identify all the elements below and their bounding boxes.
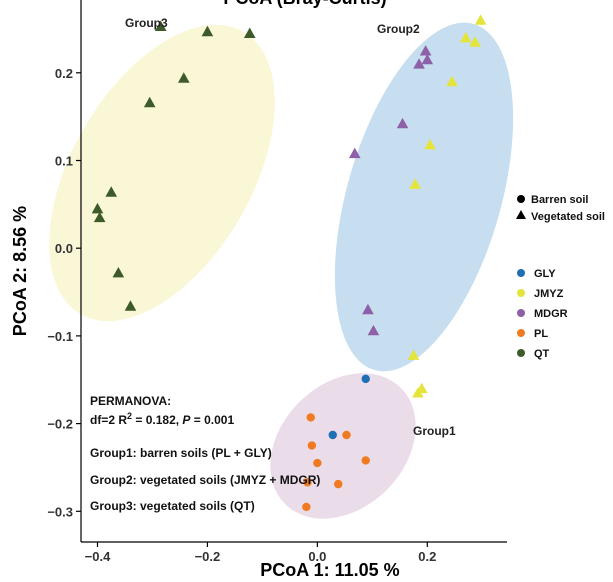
- x-axis-ticks: −0.4 −0.2 0.0 0.2: [85, 542, 436, 564]
- x-tick-label: 0.0: [308, 549, 326, 564]
- legend-mdgr-swatch: [517, 309, 525, 317]
- legend-gly-label: GLY: [534, 268, 556, 280]
- point-mdgr-0: [419, 45, 432, 56]
- x-tick-label: 0.2: [418, 549, 436, 564]
- group2-description: Group2: vegetated soils (JMYZ + MDGR): [90, 473, 320, 487]
- point-jmyz-2: [469, 36, 481, 47]
- point-qt-7: [93, 211, 106, 223]
- point-jmyz-4: [424, 138, 436, 150]
- y-tick-label: −0.2: [47, 417, 73, 432]
- y-tick-label: −0.3: [47, 504, 73, 519]
- point-pl-2: [313, 458, 322, 468]
- point-pl-3: [342, 430, 351, 440]
- legend-pl-swatch: [517, 329, 525, 337]
- legend-qt-swatch: [517, 349, 525, 357]
- point-mdgr-2: [413, 58, 425, 69]
- point-jmyz-6: [407, 349, 420, 360]
- y-axis-title: PCoA 2: 8.56 %: [10, 206, 30, 336]
- legend-mdgr-label: MDGR: [534, 308, 568, 320]
- point-qt-8: [112, 266, 125, 278]
- point-jmyz-1: [459, 31, 472, 43]
- point-mdgr-4: [348, 147, 361, 159]
- y-tick-label: 0.1: [55, 153, 73, 168]
- legend-gly-swatch: [517, 269, 525, 277]
- group1-ellipse: [270, 373, 416, 519]
- legend-barren-soil: Barren soil: [531, 194, 588, 206]
- data-points: [91, 14, 487, 512]
- point-mdgr-5: [362, 303, 374, 315]
- point-pl-4: [361, 456, 370, 465]
- x-tick-label: −0.2: [195, 549, 221, 564]
- shape-legend: Barren soil Vegetated soil: [516, 194, 605, 223]
- point-gly-0: [361, 374, 370, 384]
- legend-circle-icon: [517, 195, 525, 203]
- point-jmyz-5: [409, 178, 422, 189]
- y-tick-label: 0.0: [55, 241, 73, 256]
- point-pl-0: [306, 413, 315, 422]
- point-qt-6: [91, 202, 104, 214]
- legend-pl-label: PL: [534, 328, 548, 340]
- permanova-stats: df=2 R2 = 0.182, P = 0.001: [90, 411, 234, 427]
- point-qt-9: [124, 300, 137, 311]
- point-qt-5: [105, 186, 118, 197]
- point-pl-5: [303, 478, 312, 487]
- point-jmyz-8: [412, 387, 424, 398]
- group1-label: Group1: [413, 424, 456, 438]
- point-qt-4: [143, 96, 156, 108]
- group3-description: Group3: vegetated soils (QT): [90, 499, 255, 513]
- legend-vegetated-soil: Vegetated soil: [531, 211, 605, 223]
- point-mdgr-6: [367, 324, 380, 336]
- group3-ellipse: [49, 24, 275, 322]
- group3-label: Group3: [125, 16, 168, 30]
- point-qt-3: [177, 72, 190, 83]
- point-pl-7: [302, 502, 311, 512]
- legend-triangle-icon: [516, 210, 526, 219]
- point-jmyz-3: [446, 75, 458, 87]
- point-pl-1: [307, 441, 317, 450]
- y-tick-label: 0.2: [55, 66, 73, 81]
- y-axis-ticks: 0.2 0.1 0.0 −0.1 −0.2 −0.3: [47, 66, 81, 519]
- point-pl-6: [334, 479, 343, 489]
- y-tick-label: −0.1: [47, 329, 73, 344]
- permanova-title: PERMANOVA:: [90, 394, 171, 408]
- group2-label: Group2: [377, 22, 420, 36]
- chart-title: PCoA (Bray-Curtis): [223, 0, 386, 8]
- legend-jmyz-label: JMYZ: [534, 288, 564, 300]
- point-jmyz-0: [474, 14, 487, 25]
- point-mdgr-1: [421, 53, 434, 65]
- x-tick-label: −0.4: [85, 549, 111, 564]
- group2-ellipse: [334, 22, 514, 372]
- point-qt-1: [201, 25, 214, 37]
- group1-description: Group1: barren soils (PL + GLY): [90, 446, 272, 460]
- legend-qt-label: QT: [534, 348, 550, 360]
- confidence-ellipses: [49, 22, 514, 519]
- point-gly-1: [328, 430, 337, 440]
- legend-jmyz-swatch: [517, 289, 525, 297]
- point-qt-0: [154, 20, 167, 31]
- point-qt-2: [243, 27, 256, 38]
- x-axis-title: PCoA 1: 11.05 %: [260, 560, 399, 580]
- color-legend: GLY JMYZ MDGR PL QT: [517, 268, 568, 360]
- point-mdgr-3: [396, 117, 409, 129]
